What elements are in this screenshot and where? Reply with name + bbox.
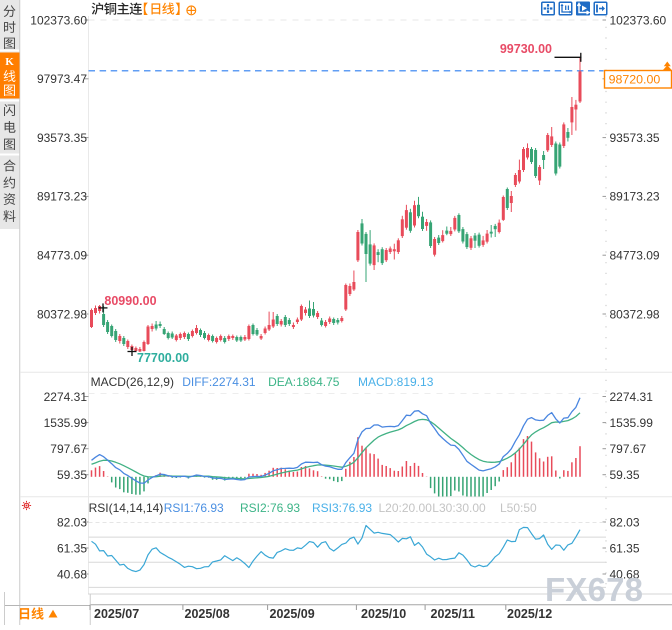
svg-text:2025/10: 2025/10	[361, 607, 406, 621]
svg-text:84773.09: 84773.09	[610, 249, 660, 263]
svg-text:DIFF:2274.31: DIFF:2274.31	[182, 375, 256, 389]
svg-text:L20:20.00: L20:20.00	[379, 501, 433, 515]
svg-text:2274.31: 2274.31	[610, 390, 654, 404]
svg-text:L50:50: L50:50	[500, 501, 537, 515]
svg-text:89173.23: 89173.23	[37, 190, 87, 204]
svg-text:1535.99: 1535.99	[44, 416, 88, 430]
svg-text:97973.47: 97973.47	[37, 72, 87, 86]
svg-text:61.35: 61.35	[57, 541, 87, 555]
svg-text:K: K	[5, 56, 14, 68]
svg-text:2025/12: 2025/12	[507, 607, 552, 621]
svg-text:61.35: 61.35	[610, 541, 640, 555]
svg-text:1535.99: 1535.99	[610, 416, 654, 430]
svg-text:84773.09: 84773.09	[37, 249, 87, 263]
svg-text:40.68: 40.68	[57, 567, 87, 581]
svg-text:MACD:819.13: MACD:819.13	[358, 375, 434, 389]
svg-text:93573.35: 93573.35	[37, 131, 87, 145]
svg-text:89173.23: 89173.23	[610, 190, 660, 204]
svg-text:RSI3:76.93: RSI3:76.93	[312, 501, 372, 515]
svg-text:RSI(14,14,14): RSI(14,14,14)	[89, 501, 164, 515]
svg-text:93573.35: 93573.35	[610, 131, 660, 145]
svg-text:40.68: 40.68	[610, 567, 640, 581]
svg-text:2025/08: 2025/08	[185, 607, 230, 621]
svg-text:797.67: 797.67	[610, 442, 647, 456]
svg-text:2274.31: 2274.31	[44, 390, 88, 404]
svg-text:59.35: 59.35	[57, 468, 87, 482]
svg-text:DEA:1864.75: DEA:1864.75	[268, 375, 340, 389]
svg-text:102373.60: 102373.60	[610, 13, 667, 27]
svg-text:59.35: 59.35	[610, 468, 640, 482]
svg-text:102373.60: 102373.60	[30, 13, 87, 27]
svg-text:FX678: FX678	[545, 571, 643, 608]
svg-text:80372.98: 80372.98	[37, 307, 87, 321]
svg-text:77700.00: 77700.00	[137, 351, 189, 365]
svg-text:L30:30.00: L30:30.00	[432, 501, 486, 515]
svg-text:99730.00: 99730.00	[500, 42, 552, 56]
svg-text:80990.00: 80990.00	[104, 294, 156, 308]
svg-text:82.03: 82.03	[610, 515, 640, 529]
svg-text:797.67: 797.67	[50, 442, 87, 456]
svg-text:98720.00: 98720.00	[609, 73, 661, 87]
svg-text:2025/09: 2025/09	[270, 607, 315, 621]
svg-text:82.03: 82.03	[57, 515, 87, 529]
svg-text:2025/07: 2025/07	[94, 607, 139, 621]
svg-text:RSI2:76.93: RSI2:76.93	[240, 501, 300, 515]
svg-text:MACD(26,12,9): MACD(26,12,9)	[91, 375, 174, 389]
svg-text:2025/11: 2025/11	[431, 607, 476, 621]
svg-text:RSI1:76.93: RSI1:76.93	[164, 501, 224, 515]
svg-text:80372.98: 80372.98	[610, 307, 660, 321]
